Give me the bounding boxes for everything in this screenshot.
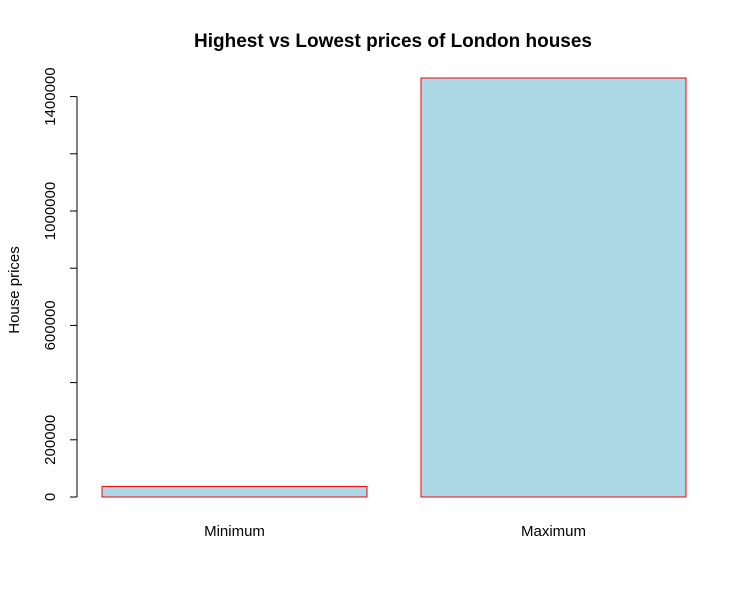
y-axis-label: House prices <box>6 246 23 334</box>
bar-minimum <box>101 485 368 498</box>
category-label-minimum: Minimum <box>204 523 265 540</box>
y-axis: 0 200000 600000 1000000 1400000 <box>42 67 78 501</box>
y-tick-label: 200000 <box>42 415 59 465</box>
y-tick-label: 0 <box>42 493 59 501</box>
y-tick-label: 600000 <box>42 300 59 350</box>
chart-title: Highest vs Lowest prices of London house… <box>194 31 592 52</box>
bars <box>101 77 687 498</box>
y-tick-label: 1400000 <box>42 67 59 125</box>
category-labels: Minimum Maximum <box>204 523 586 540</box>
bar-maximum <box>420 77 687 498</box>
category-label-maximum: Maximum <box>521 523 586 540</box>
y-tick-label: 1000000 <box>42 182 59 240</box>
